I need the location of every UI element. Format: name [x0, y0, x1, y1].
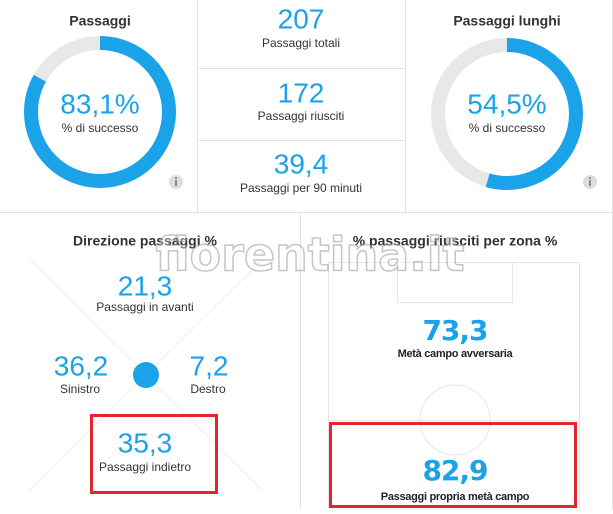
zone-value: 73,3 — [422, 314, 487, 347]
panel-title: % passaggi riusciti per zona % — [353, 233, 558, 249]
center-dot — [133, 362, 159, 388]
stat-value: 35,3 — [118, 427, 173, 458]
stat-value: 172 — [278, 77, 325, 108]
stat-label: Passaggi in avanti — [96, 300, 193, 314]
stat-label: Passaggi totali — [262, 36, 340, 50]
zone-label: Metà campo avversaria — [398, 348, 514, 360]
stat-label: Passaggi per 90 minuti — [240, 181, 362, 195]
info-icon[interactable] — [583, 175, 597, 189]
stat-value: 7,2 — [190, 350, 229, 381]
panel-title: Direzione passaggi % — [73, 233, 217, 249]
donut-arc — [431, 38, 583, 190]
stat-label: Destro — [190, 382, 226, 396]
donut-arc — [24, 36, 176, 188]
donut-value: 54,5% — [467, 88, 546, 119]
stat-value: 36,2 — [54, 350, 109, 381]
highlight-box — [329, 422, 577, 508]
stat-label: Passaggi indietro — [99, 460, 191, 474]
highlight-box — [90, 414, 218, 494]
panel-title: Passaggi lunghi — [453, 13, 560, 29]
donut-label: % di successo — [62, 121, 139, 135]
donut-label: % di successo — [469, 121, 546, 135]
zone-label: Passaggi propria metà campo — [381, 491, 530, 503]
stat-value: 39,4 — [274, 148, 329, 179]
watermark: fiorentina.it — [155, 228, 464, 282]
stat-value: 207 — [278, 3, 325, 34]
panel-title: Passaggi — [69, 13, 130, 29]
stat-label: Sinistro — [60, 382, 100, 396]
info-icon[interactable] — [169, 175, 183, 189]
stat-label: Passaggi riusciti — [258, 109, 345, 123]
stat-value: 21,3 — [118, 270, 173, 301]
donut-value: 83,1% — [60, 88, 139, 119]
zone-value: 82,9 — [422, 454, 487, 487]
